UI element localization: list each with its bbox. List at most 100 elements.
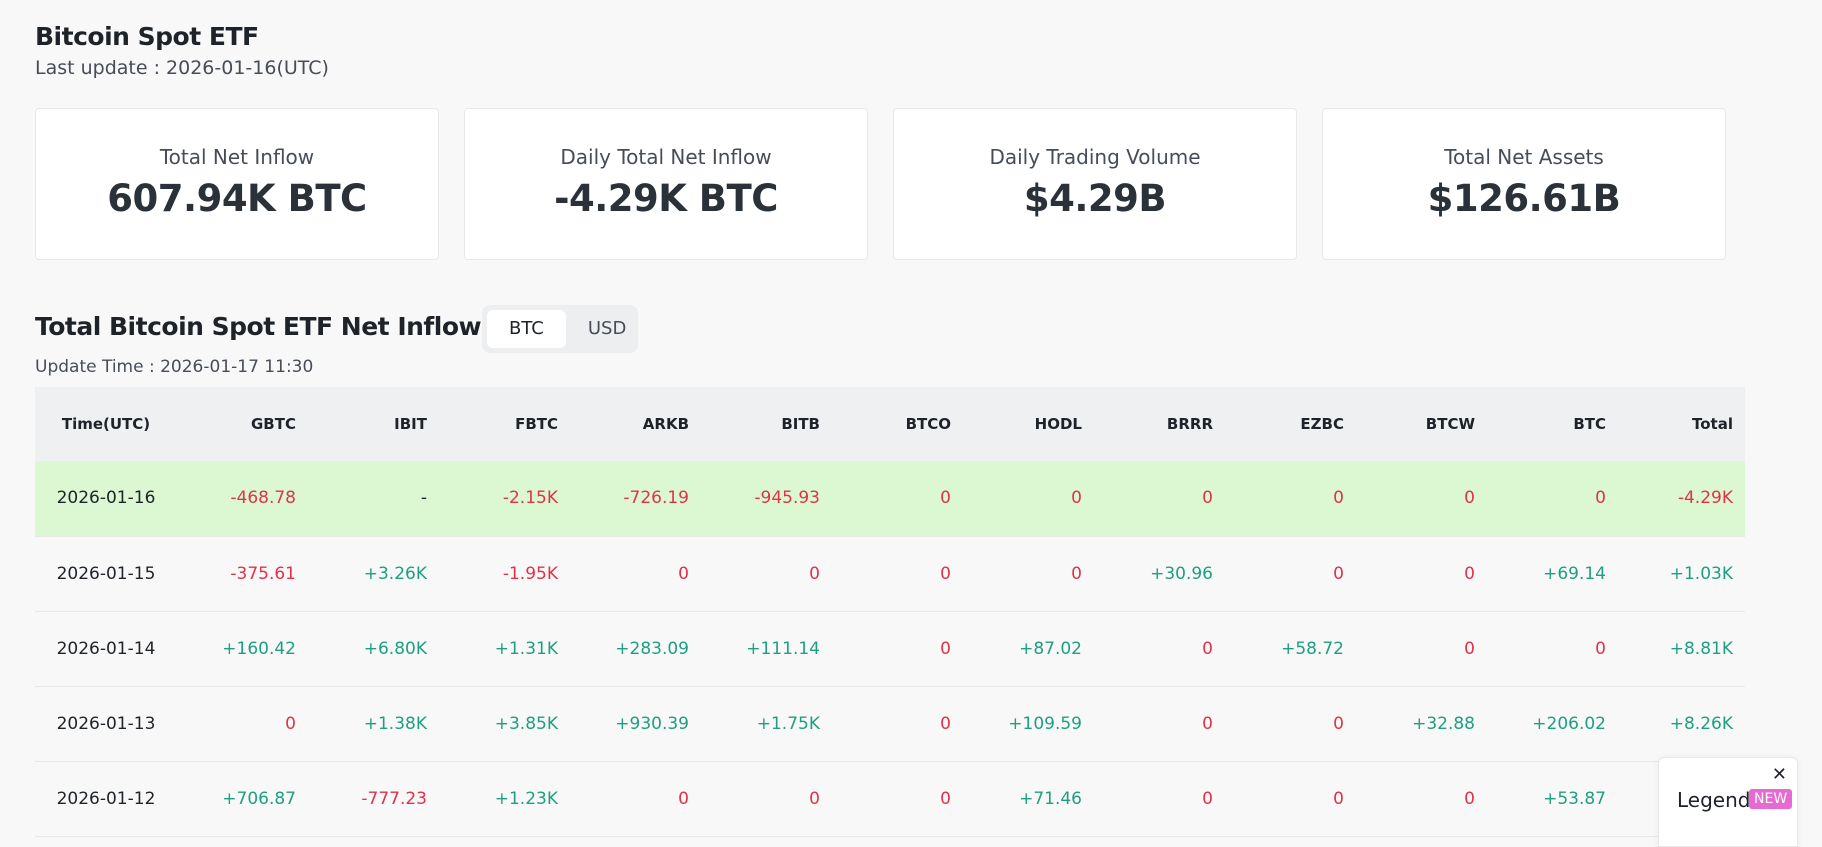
card-label: Daily Trading Volume (989, 145, 1201, 169)
column-header: BTCO (832, 387, 963, 461)
table-cell: -726.19 (570, 461, 701, 537)
table-cell: +69.14 (1487, 536, 1618, 612)
close-icon[interactable]: ✕ (1771, 764, 1787, 785)
table-cell: +6.80K (308, 611, 439, 687)
card-value: $4.29B (1023, 177, 1167, 220)
card-value: -4.29K BTC (554, 177, 778, 220)
update-time: Update Time : 2026-01-17 11:30 (35, 357, 314, 377)
card-label: Total Net Assets (1444, 145, 1604, 169)
table-cell: 0 (1356, 461, 1487, 537)
table-cell: 0 (963, 536, 1094, 612)
table-cell: 0 (1094, 611, 1225, 687)
table-cell: - (308, 461, 439, 537)
table-cell: +32.88 (1356, 686, 1487, 762)
row-date: 2026-01-12 (35, 761, 177, 837)
new-badge: NEW (1749, 789, 1793, 809)
table-cell: +930.39 (570, 686, 701, 762)
table-cell: -1.95K (439, 536, 570, 612)
table-cell: 0 (570, 761, 701, 837)
column-header: EZBC (1225, 387, 1356, 461)
table-cell: +3.85K (439, 686, 570, 762)
column-header: Total (1618, 387, 1745, 461)
table-cell: 0 (1094, 761, 1225, 837)
inflow-table: Time(UTC) GBTC IBIT FBTC ARKB BITB BTCO HODL BRR… (35, 387, 1745, 837)
table-cell: 0 (701, 536, 832, 612)
table-cell: +1.23K (439, 761, 570, 837)
table-row: 2026-01-16 -468.78- -2.15K -726.19 -945.93 0 0… (35, 461, 1745, 537)
section-title: Total Bitcoin Spot ETF Net Inflow (BTC) (35, 312, 565, 341)
table-cell: +1.03K (1618, 536, 1745, 612)
column-header: ARKB (570, 387, 701, 461)
card-daily-trading-volume: Daily Trading Volume $4.29B (893, 108, 1297, 260)
table-cell: -777.23 (308, 761, 439, 837)
unit-btn-usd[interactable]: USD (587, 318, 627, 339)
row-date: 2026-01-13 (35, 686, 177, 762)
table-cell: +8.26K (1618, 686, 1745, 762)
card-total-net-inflow: Total Net Inflow 607.94K BTC (35, 108, 439, 260)
table-cell: 0 (1094, 686, 1225, 762)
table-cell: 0 (1094, 461, 1225, 537)
summary-cards: Total Net Inflow 607.94K BTC Daily Total… (35, 108, 1726, 260)
table-cell: 0 (832, 761, 963, 837)
table-cell: +206.02 (1487, 686, 1618, 762)
column-header: BITB (701, 387, 832, 461)
table-cell: 0 (701, 761, 832, 837)
table-cell: 0 (1356, 611, 1487, 687)
page-title: Bitcoin Spot ETF (35, 22, 259, 51)
card-daily-total-net-inflow: Daily Total Net Inflow -4.29K BTC (464, 108, 868, 260)
table-cell: +58.72 (1225, 611, 1356, 687)
table-cell: +87.02 (963, 611, 1094, 687)
table-cell: 0 (963, 461, 1094, 537)
card-total-net-assets: Total Net Assets $126.61B (1322, 108, 1726, 260)
column-header: GBTC (177, 387, 308, 461)
column-header: HODL (963, 387, 1094, 461)
table-header-row: Time(UTC) GBTC IBIT FBTC ARKB BITB BTCO HODL BRR… (35, 387, 1745, 461)
column-header: Time(UTC) (35, 387, 177, 461)
table-cell: 0 (1225, 536, 1356, 612)
table-cell: +3.26K (308, 536, 439, 612)
column-header: BRRR (1094, 387, 1225, 461)
table-cell: +706.87 (177, 761, 308, 837)
table-cell: +160.42 (177, 611, 308, 687)
table-cell: 0 (1487, 461, 1618, 537)
last-update: Last update : 2026-01-16(UTC) (35, 57, 329, 79)
card-value: $126.61B (1427, 177, 1621, 220)
unit-toggle: BTC USD (482, 305, 638, 353)
table-cell: 0 (1356, 536, 1487, 612)
table-cell: +30.96 (1094, 536, 1225, 612)
table-row: 2026-01-12 +706.87 -777.23 +1.23K 0 0 0 +71.46 0… (35, 761, 1745, 837)
legend-widget[interactable]: ✕ Legend NEW (1658, 757, 1798, 847)
column-header: IBIT (308, 387, 439, 461)
table-row: 2026-01-14 +160.42 +6.80K +1.31K +283.09 +111… (35, 611, 1745, 687)
unit-btn-btc[interactable]: BTC (487, 310, 566, 348)
legend-label: Legend (1677, 788, 1751, 812)
table-cell: -468.78 (177, 461, 308, 537)
table-cell: +1.75K (701, 686, 832, 762)
table-row: 2026-01-15 -375.61 +3.26K -1.95K 0 0 0 0 +30.96 0… (35, 536, 1745, 612)
table-row: 2026-01-13 0 +1.38K +3.85K +930.39 +1.75K 0 +10… (35, 686, 1745, 762)
card-value: 607.94K BTC (107, 177, 367, 220)
table-cell: +1.38K (308, 686, 439, 762)
table-cell: -4.29K (1618, 461, 1745, 537)
table-cell: 0 (832, 611, 963, 687)
table-cell: 0 (832, 686, 963, 762)
table-body: 2026-01-16 -468.78- -2.15K -726.19 -945.93 0 0… (35, 461, 1745, 837)
table-cell: 0 (832, 461, 963, 537)
table-cell: +283.09 (570, 611, 701, 687)
table-cell: +109.59 (963, 686, 1094, 762)
table-cell: 0 (832, 536, 963, 612)
table-cell: -945.93 (701, 461, 832, 537)
table-cell: 0 (1356, 761, 1487, 837)
row-date: 2026-01-14 (35, 611, 177, 687)
row-date: 2026-01-16 (35, 461, 177, 537)
card-label: Daily Total Net Inflow (560, 145, 772, 169)
column-header: BTC (1487, 387, 1618, 461)
table-cell: +53.87 (1487, 761, 1618, 837)
table-cell: 0 (177, 686, 308, 762)
table-cell: +1.31K (439, 611, 570, 687)
card-label: Total Net Inflow (159, 145, 315, 169)
table-cell: -2.15K (439, 461, 570, 537)
row-date: 2026-01-15 (35, 536, 177, 612)
table-cell: -375.61 (177, 536, 308, 612)
table-cell: 0 (1225, 461, 1356, 537)
